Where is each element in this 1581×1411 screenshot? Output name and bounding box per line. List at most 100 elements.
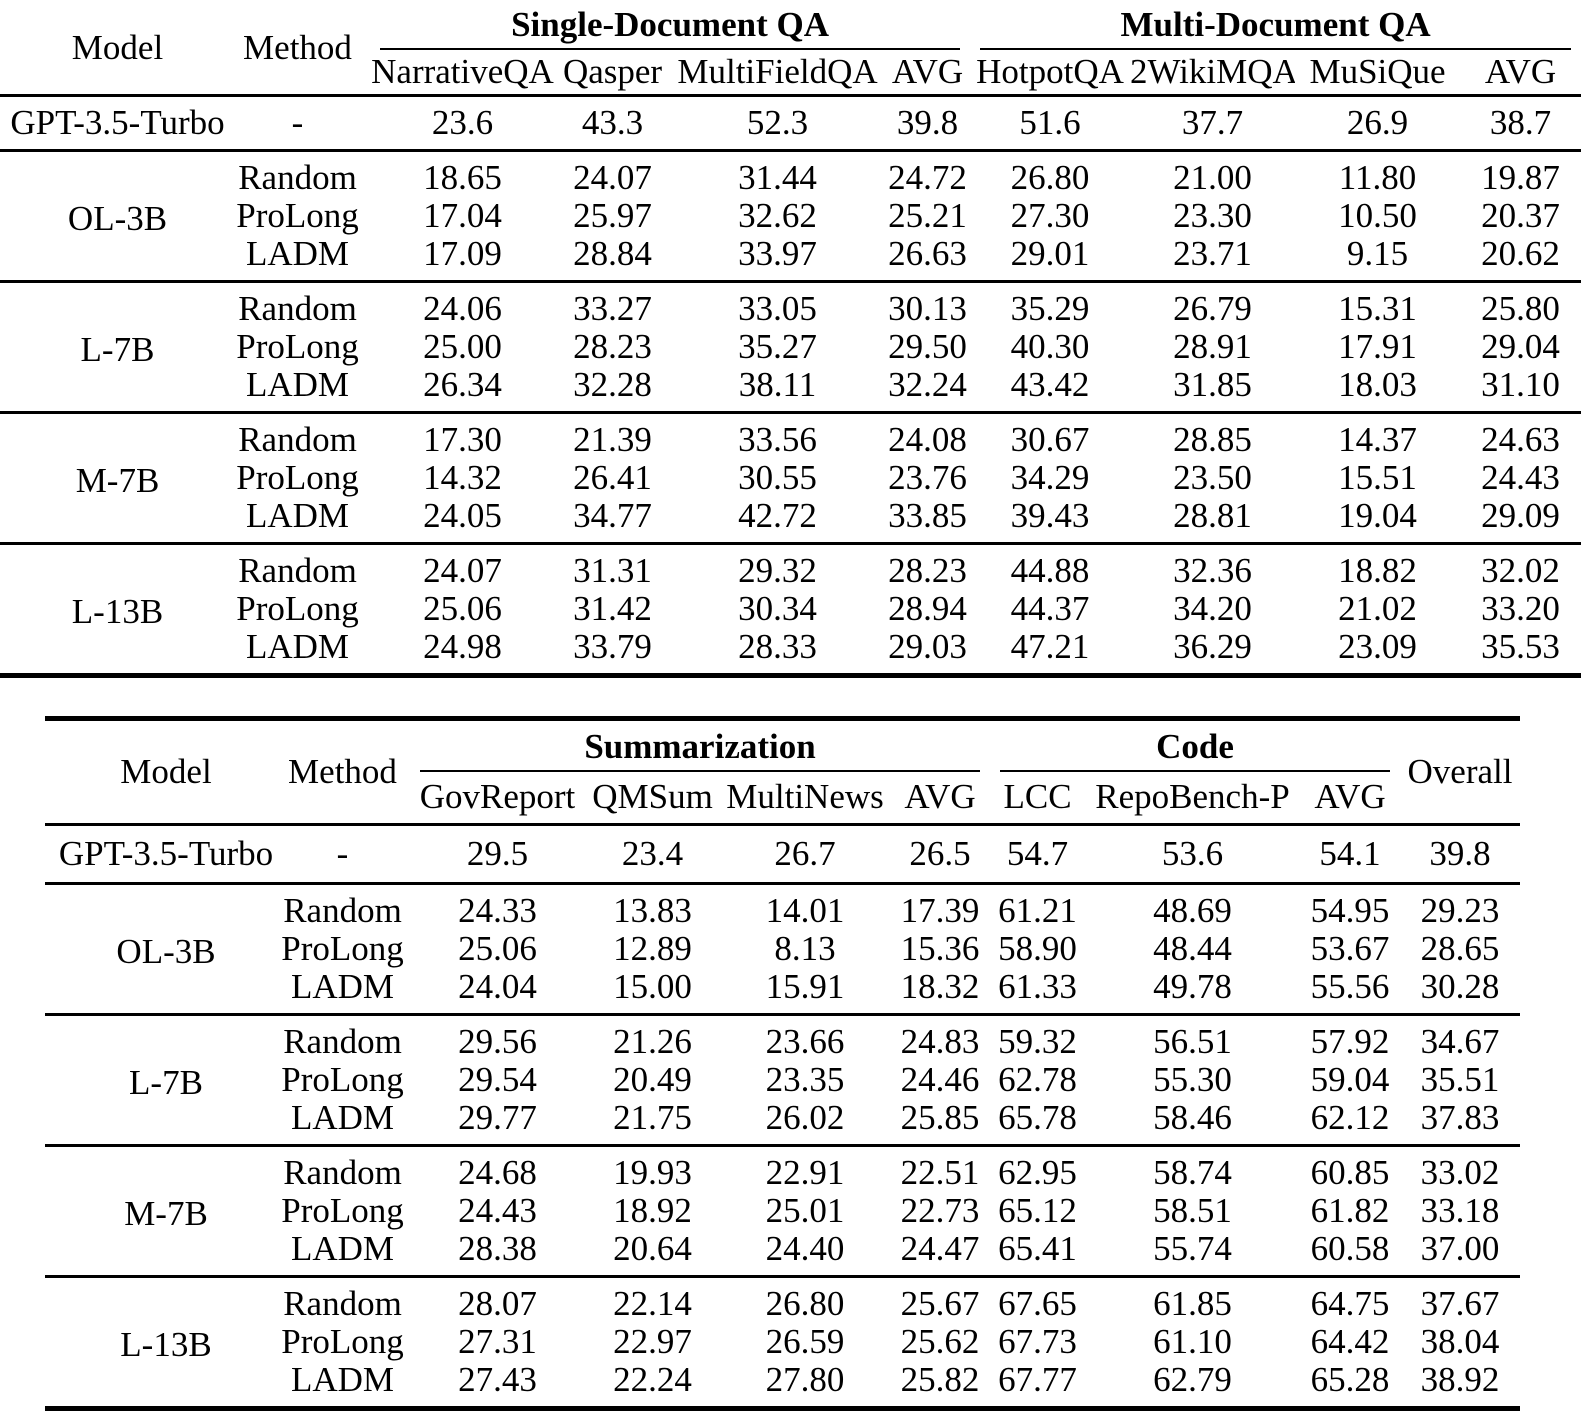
table-row: LADM 28.38 20.64 24.40 24.47 65.41 55.74 60.58 3… [45,1230,1520,1277]
value-cell: 32.62 [738,196,817,235]
value-cell: 28.94 [888,589,967,628]
value-cell: 34.77 [573,496,652,535]
value-cell: 60.85 [1310,1152,1390,1192]
value-cell: 31.10 [1481,365,1560,404]
value-cell: 30.67 [1010,419,1090,459]
value-cell: 25.01 [765,1191,845,1230]
model-cell: L-7B [129,1063,203,1102]
col-header-qmsum: QMSum [585,772,720,826]
value-cell: 14.37 [1338,419,1417,459]
table-row: L-7B Random 29.56 21.26 23.66 24.83 59.32 56.51… [45,1014,1520,1101]
value-cell: 30.28 [1420,967,1500,1006]
value-cell: 29.56 [458,1021,537,1061]
value-cell: 10.50 [1338,196,1417,235]
value-cell: 67.65 [998,1283,1077,1323]
method-cell: LADM [245,496,350,535]
value-cell: 37.83 [1420,1098,1500,1137]
value-cell: 29.04 [1481,327,1560,366]
value-cell: 26.41 [573,458,652,497]
method-cell: Random [283,1283,402,1323]
model-cell: GPT-3.5-Turbo [10,102,225,142]
value-cell: 54.7 [1006,833,1069,873]
value-cell: 18.03 [1338,365,1417,404]
value-cell: 61.85 [1153,1283,1232,1323]
value-cell: 26.34 [423,365,502,404]
value-cell: 24.83 [900,1021,980,1061]
value-cell: 67.73 [998,1322,1077,1361]
value-cell: 18.92 [613,1191,692,1230]
method-cell: ProLong [281,1060,404,1099]
value-cell: 24.46 [900,1060,980,1099]
value-cell: 62.12 [1310,1098,1390,1137]
value-cell: 20.49 [613,1060,692,1099]
value-cell: 22.14 [613,1283,692,1323]
value-cell: 24.04 [458,967,537,1006]
value-cell: 33.97 [738,234,817,273]
model-cell: GPT-3.5-Turbo [58,833,274,873]
value-cell: 44.88 [1010,550,1090,590]
group-header-1: Summarization [410,718,990,772]
value-cell: 28.33 [738,627,817,666]
value-cell: 29.32 [738,550,817,590]
value-cell: 17.04 [423,196,502,235]
table-row: ProLong 17.04 25.97 32.62 25.21 27.30 23.30 10.… [0,197,1581,235]
value-cell: 28.23 [888,550,967,590]
value-cell: 31.42 [573,589,652,628]
value-cell: 25.80 [1481,288,1560,328]
value-cell: 14.01 [765,890,845,930]
value-cell: 33.18 [1420,1191,1500,1230]
method-column-header: Method [275,718,410,826]
model-group-l-13b: L-13B Random 24.07 31.31 29.32 28.23 44.88 32.3… [0,543,1581,675]
value-cell: 30.55 [738,458,817,497]
method-cell: Random [283,1021,402,1061]
value-cell: 43.42 [1010,365,1090,404]
model-group-m-7b: M-7B Random 24.68 19.93 22.91 22.51 62.95 58.74… [45,1145,1521,1277]
value-cell: 47.21 [1010,627,1090,666]
value-cell: 34.20 [1173,589,1252,628]
table-row: ProLong 24.43 18.92 25.01 22.73 65.12 58.51 61.… [45,1192,1520,1230]
value-cell: 30.34 [738,589,817,628]
value-cell: 23.76 [888,458,967,497]
value-cell: 23.09 [1338,627,1417,666]
col-header-avg: AVG [1300,772,1401,826]
model-group-ol-3b: OL-3B Random 18.65 24.07 31.44 24.72 26.80 21.0… [0,150,1581,281]
table-row: LADM 29.77 21.75 26.02 25.85 65.78 58.46 62.12 3… [45,1099,1520,1146]
value-cell: 61.33 [998,967,1077,1006]
value-cell: 28.07 [458,1283,537,1323]
header-sub-row: GovReport QMSum MultiNews AVG LCC RepoBench-P… [45,772,1520,826]
col-header-repobench-p: RepoBench-P [1085,772,1301,826]
value-cell: 24.06 [423,288,502,328]
method-column-header: Method [225,2,370,97]
value-cell: 20.64 [613,1229,692,1268]
value-cell: 24.33 [458,890,537,930]
value-cell: 28.81 [1173,496,1252,535]
table-row: LADM 17.09 28.84 33.97 26.63 29.01 23.71 9.15 20… [0,235,1581,282]
value-cell: 28.85 [1173,419,1252,459]
value-cell: 24.40 [765,1229,845,1268]
col-header-narrativeqa: NarrativeQA [370,50,555,97]
value-cell: 12.89 [613,929,692,968]
value-cell: 49.78 [1153,967,1232,1006]
value-cell: 52.3 [746,102,809,142]
value-cell: 21.00 [1173,157,1252,197]
table-row: L-13B Random 24.07 31.31 29.32 28.23 44.88 32.3… [0,543,1581,630]
col-header-qasper: Qasper [555,50,670,97]
value-cell: 24.63 [1481,419,1560,459]
table-row: ProLong 25.06 12.89 8.13 15.36 58.90 48.44 53.6… [45,930,1520,968]
value-cell: 22.24 [613,1360,692,1399]
value-cell: 29.5 [466,833,529,873]
value-cell: 58.90 [998,929,1077,968]
table-row: ProLong 27.31 22.97 26.59 25.62 67.73 61.10 64.… [45,1323,1520,1361]
value-cell: 64.42 [1310,1322,1390,1361]
value-cell: 20.62 [1481,234,1560,273]
table-row: LADM 26.34 32.28 38.11 32.24 43.42 31.85 18.03 3… [0,366,1581,413]
value-cell: 19.87 [1481,157,1560,197]
group-header-1: Single-Document QA [370,2,970,50]
value-cell: 24.43 [458,1191,537,1230]
header-sub-row: NarrativeQA Qasper MultiFieldQA AVG HotpotQA… [0,50,1581,97]
value-cell: 15.51 [1338,458,1417,497]
value-cell: 36.29 [1173,627,1252,666]
method-cell: Random [238,419,357,459]
value-cell: 24.08 [888,419,967,459]
value-cell: 25.21 [888,196,967,235]
